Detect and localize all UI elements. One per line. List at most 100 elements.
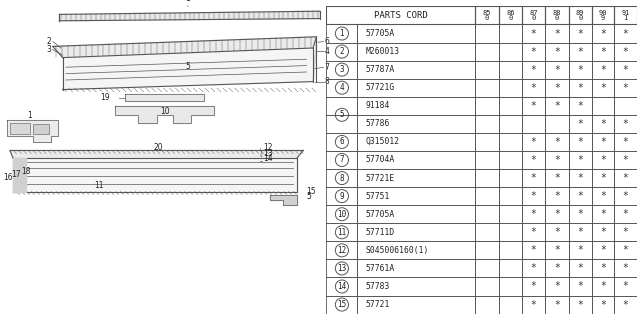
Text: 17: 17 <box>12 170 21 179</box>
Text: *: * <box>531 65 536 75</box>
Text: 18: 18 <box>21 167 31 176</box>
Text: 11: 11 <box>94 181 104 190</box>
Polygon shape <box>13 158 26 192</box>
Polygon shape <box>270 195 297 205</box>
Text: *: * <box>623 119 628 129</box>
Text: *: * <box>623 209 628 219</box>
Text: 14: 14 <box>264 154 273 163</box>
Text: 57721E: 57721E <box>365 173 394 183</box>
Text: *: * <box>577 83 583 93</box>
Bar <box>33 124 49 134</box>
Text: 13: 13 <box>337 264 346 273</box>
Text: *: * <box>531 245 536 255</box>
Text: *: * <box>623 227 628 237</box>
Text: 10: 10 <box>160 108 170 116</box>
Text: 12: 12 <box>264 143 273 152</box>
Text: 57705A: 57705A <box>365 210 394 219</box>
Text: 88
0: 88 0 <box>552 10 561 21</box>
Text: 57783: 57783 <box>365 282 390 291</box>
Text: 19: 19 <box>100 93 110 102</box>
Text: *: * <box>623 47 628 57</box>
Text: *: * <box>577 282 583 292</box>
Polygon shape <box>10 150 303 158</box>
Polygon shape <box>52 37 316 58</box>
Text: *: * <box>623 65 628 75</box>
Text: *: * <box>623 83 628 93</box>
Text: 1: 1 <box>340 29 344 38</box>
Text: *: * <box>577 101 583 111</box>
Text: 57704A: 57704A <box>365 156 394 164</box>
Text: 9: 9 <box>340 192 344 201</box>
Text: *: * <box>554 155 560 165</box>
Text: 13: 13 <box>264 149 273 158</box>
Text: 57705A: 57705A <box>365 29 394 38</box>
Text: 2: 2 <box>46 37 51 46</box>
Text: *: * <box>600 209 606 219</box>
Text: *: * <box>600 191 606 201</box>
Text: *: * <box>577 47 583 57</box>
Text: *: * <box>623 155 628 165</box>
Text: *: * <box>600 282 606 292</box>
Text: *: * <box>554 191 560 201</box>
Text: *: * <box>531 282 536 292</box>
Text: 2: 2 <box>340 47 344 56</box>
Text: *: * <box>531 300 536 309</box>
Text: 5: 5 <box>340 110 344 119</box>
Text: 5: 5 <box>307 192 312 201</box>
Text: 15: 15 <box>307 188 316 196</box>
Text: 57751: 57751 <box>365 192 390 201</box>
Text: 14: 14 <box>337 282 346 291</box>
Text: *: * <box>531 83 536 93</box>
Text: 57761A: 57761A <box>365 264 394 273</box>
Text: *: * <box>623 263 628 273</box>
Text: *: * <box>577 173 583 183</box>
Text: *: * <box>554 47 560 57</box>
Text: *: * <box>577 28 583 38</box>
Text: *: * <box>554 209 560 219</box>
Text: 5: 5 <box>186 62 190 71</box>
Text: *: * <box>531 227 536 237</box>
Text: 57787A: 57787A <box>365 65 394 74</box>
Polygon shape <box>13 158 297 192</box>
Text: *: * <box>600 65 606 75</box>
Text: Q315012: Q315012 <box>365 137 399 147</box>
Text: 10: 10 <box>337 210 346 219</box>
Text: 8: 8 <box>340 173 344 183</box>
Text: *: * <box>600 137 606 147</box>
Text: 4: 4 <box>324 47 330 56</box>
Text: *: * <box>623 282 628 292</box>
Text: 7: 7 <box>340 156 344 164</box>
Text: 16: 16 <box>3 173 13 182</box>
Text: *: * <box>623 173 628 183</box>
Polygon shape <box>115 106 214 123</box>
Text: *: * <box>600 227 606 237</box>
Text: *: * <box>577 191 583 201</box>
Text: PARTS CORD: PARTS CORD <box>374 11 428 20</box>
Text: 91
1: 91 1 <box>621 10 630 21</box>
Text: 3: 3 <box>46 45 51 54</box>
Text: 8: 8 <box>324 77 330 86</box>
Text: *: * <box>600 245 606 255</box>
Text: *: * <box>623 28 628 38</box>
Text: 3: 3 <box>340 65 344 74</box>
Text: *: * <box>577 263 583 273</box>
Polygon shape <box>6 120 58 142</box>
Text: 89
0: 89 0 <box>576 10 584 21</box>
Text: *: * <box>600 47 606 57</box>
Text: *: * <box>577 300 583 309</box>
Text: *: * <box>577 65 583 75</box>
Text: *: * <box>554 28 560 38</box>
Text: *: * <box>577 227 583 237</box>
Text: *: * <box>623 137 628 147</box>
Text: *: * <box>623 300 628 309</box>
Text: *: * <box>554 300 560 309</box>
Text: 11: 11 <box>337 228 346 237</box>
Text: *: * <box>577 119 583 129</box>
Text: 91184: 91184 <box>365 101 390 110</box>
Polygon shape <box>63 48 313 90</box>
Text: *: * <box>531 155 536 165</box>
Text: 20: 20 <box>154 143 163 152</box>
Text: 15: 15 <box>337 300 346 309</box>
Text: *: * <box>600 173 606 183</box>
Text: *: * <box>600 300 606 309</box>
